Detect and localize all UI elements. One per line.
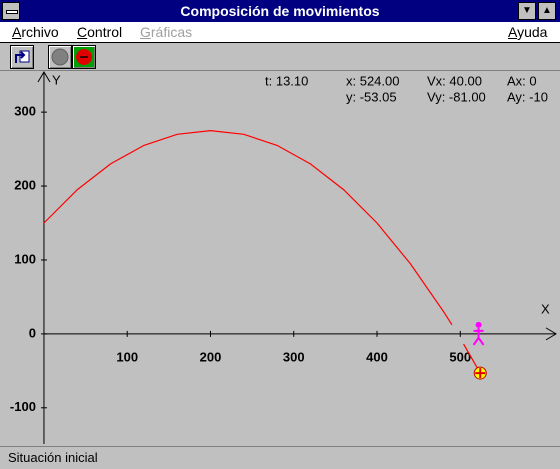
maximize-button[interactable]: ▲ [538,2,556,20]
stop-icon [76,49,92,65]
x-axis-label: X [541,301,550,316]
x-axis-arrow [545,327,557,341]
y-tick-label: 300 [14,104,36,119]
menu-item[interactable]: Control [77,24,123,40]
stop-button[interactable] [72,45,96,69]
readout-x: x: 524.00 [346,73,400,88]
y-axis-arrow [37,71,51,83]
readout-ay: Ay: -10 [507,89,548,104]
y-tick-label: 100 [14,251,36,266]
toolbar [0,43,560,71]
readout-y: y: -53.05 [346,89,397,104]
x-tick-label: 400 [366,349,388,364]
plot-area: t: 13.10 x: 524.00 Vx: 40.00 Ax: 0 y: -5… [10,71,557,444]
projectile-cross [475,368,486,379]
title-bar: Composición de movimientos ▼ ▲ [0,0,560,22]
window-title: Composición de movimientos [180,3,380,19]
menu-item-disabled: Gráficas [140,24,193,40]
readout-vy: Vy: -81.00 [427,89,486,104]
x-tick-label: 300 [283,349,305,364]
y-tick-label: 0 [29,325,36,340]
readout-t: t: 13.10 [265,73,308,88]
y-axis-label: Y [52,72,61,87]
play-button[interactable] [48,45,72,69]
readout-vx: Vx: 40.00 [427,73,482,88]
target-figure [472,327,485,346]
readout-ax: Ax: 0 [507,73,537,88]
minimize-button[interactable]: ▼ [518,2,536,20]
trajectory [43,130,481,374]
system-menu-button[interactable] [2,2,20,20]
reset-icon [15,50,30,63]
target-head [475,321,482,328]
status-text: Situación inicial [8,450,98,465]
x-tick-label: 100 [116,349,138,364]
y-tick-label: 200 [14,177,36,192]
menu-bar: Archivo Control Gráficas Ayuda [0,22,560,43]
x-tick-label: 200 [200,349,222,364]
status-bar: Situación inicial [0,446,560,468]
x-tick-label: 500 [449,349,471,364]
y-tick-label: -100 [10,399,36,414]
menu-item[interactable]: Ayuda [508,24,548,40]
play-icon [51,48,69,66]
menu-item[interactable]: Archivo [12,24,59,40]
reset-button[interactable] [10,45,34,69]
